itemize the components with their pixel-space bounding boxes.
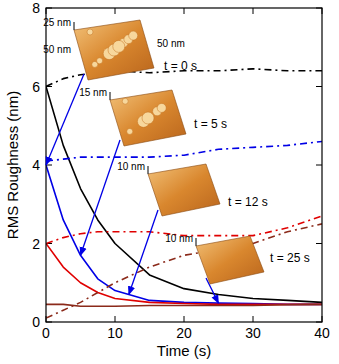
afm-image	[148, 164, 220, 216]
y-tick-label: 4	[32, 157, 40, 173]
afm-grain	[113, 40, 125, 52]
scale-bar	[196, 238, 197, 246]
afm-grain	[122, 98, 128, 104]
series-line	[46, 304, 322, 306]
x-tick-top	[184, 8, 185, 14]
afm-image	[74, 20, 154, 80]
afm-inset	[110, 90, 186, 146]
afm-image	[110, 90, 186, 146]
inset-time-label: t = 0 s	[164, 59, 197, 73]
afm-inset	[148, 164, 220, 216]
x-tick-top	[253, 8, 254, 14]
inset-scale-label: 25 nm	[43, 17, 71, 28]
x-tick-label: 20	[176, 325, 192, 341]
afm-inset	[74, 20, 154, 80]
x-tick	[184, 316, 185, 322]
x-axis-title: Time (s)	[157, 342, 211, 359]
afm-grain	[127, 128, 133, 134]
y-tick-label: 6	[32, 79, 40, 95]
series-line	[46, 224, 322, 318]
y-tick-right	[316, 165, 322, 166]
scale-bar	[148, 166, 149, 174]
afm-grain	[87, 29, 93, 35]
x-tick-label: 10	[107, 325, 123, 341]
plot-lines	[46, 69, 322, 318]
series-line	[46, 244, 322, 305]
afm-grain	[97, 58, 103, 64]
series-line	[46, 141, 322, 161]
y-axis-title: RMS Roughness (nm)	[4, 91, 21, 239]
insets	[74, 20, 264, 284]
x-tick-label: 0	[42, 325, 50, 341]
afm-grain	[129, 31, 138, 40]
inset-time-label: t = 5 s	[194, 117, 227, 131]
inset-scale-label: 50 nm	[43, 44, 71, 55]
y-tick-right	[316, 243, 322, 244]
chart: 0 10 20 30 40 0 2 4 6 8 Time (s) RMS Roughness (nm)…	[0, 0, 339, 364]
scale-bar	[110, 92, 111, 100]
x-tick	[253, 316, 254, 322]
inset-time-label: t = 12 s	[228, 195, 268, 209]
y-tick-label: 8	[32, 0, 40, 16]
x-tick	[115, 316, 116, 322]
y-tick-right	[316, 86, 322, 87]
x-tick-label: 30	[245, 325, 261, 341]
series-line	[46, 216, 322, 243]
annotation-arrow	[129, 210, 158, 295]
inset-scale-label: 50 nm	[157, 38, 185, 49]
afm-image	[196, 236, 264, 284]
afm-grain	[157, 103, 166, 112]
inset-scale-label: 10 nm	[165, 233, 193, 244]
x-tick-label: 40	[314, 325, 330, 341]
afm-inset	[196, 236, 264, 284]
scale-bar	[74, 22, 75, 30]
inset-scale-label: 15 nm	[79, 87, 107, 98]
inset-time-label: t = 25 s	[270, 251, 310, 265]
series-line	[46, 87, 322, 303]
y-tick-label: 0	[32, 314, 40, 330]
x-tick-top	[115, 8, 116, 14]
inset-scale-label: 10 nm	[117, 161, 145, 172]
annotation-arrow	[81, 140, 121, 255]
afm-grain	[142, 112, 154, 124]
plot-frame	[46, 8, 322, 322]
y-tick-label: 2	[32, 236, 40, 252]
